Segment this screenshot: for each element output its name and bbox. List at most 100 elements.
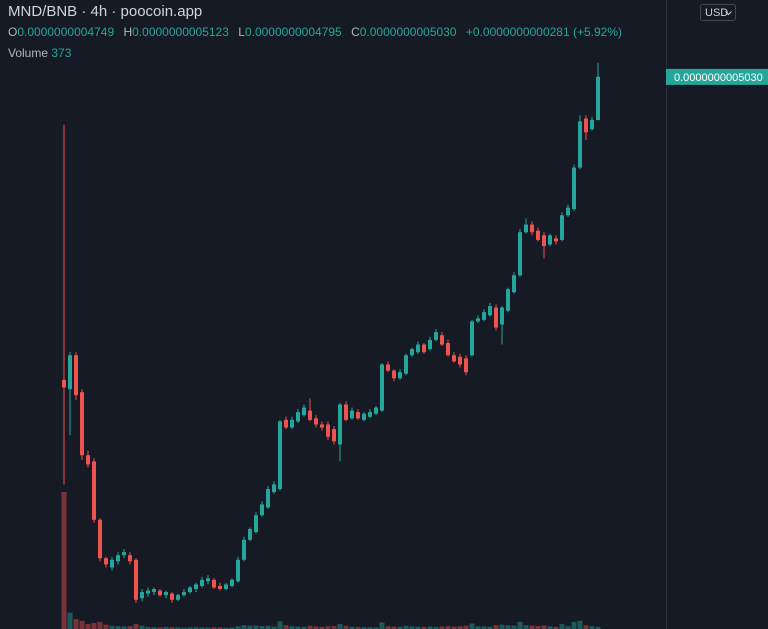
volume-bar	[439, 626, 445, 629]
volume-bar	[103, 624, 109, 629]
volume-bar	[283, 625, 289, 629]
candle-body	[488, 306, 492, 316]
candle-body	[494, 307, 498, 328]
candle-body	[110, 559, 114, 568]
candle-body	[332, 429, 336, 442]
candle-body	[236, 559, 240, 582]
candle-body	[578, 121, 582, 168]
volume-bar	[145, 626, 151, 629]
candle-body	[272, 484, 276, 493]
volume-bar	[409, 626, 415, 629]
volume-bar	[565, 626, 571, 629]
volume-bar	[535, 625, 541, 629]
candle-body	[80, 392, 84, 456]
symbol-title: MND/BNB · 4h · poocoin.app	[8, 3, 203, 20]
volume-bar	[151, 627, 157, 629]
volume-bar	[499, 624, 505, 629]
candle-body	[548, 235, 552, 245]
last-price-label: 0.0000000005030	[674, 72, 763, 84]
candle-body	[566, 207, 570, 216]
candle-body	[476, 318, 480, 322]
candle-body	[554, 238, 558, 242]
candle-body	[470, 321, 474, 356]
volume-bar	[373, 627, 379, 629]
volume-bar	[571, 621, 577, 629]
candle-body	[146, 590, 150, 594]
volume-bar	[589, 626, 595, 629]
candle-body	[140, 592, 144, 599]
volume-bar	[391, 626, 397, 629]
volume-bar	[235, 626, 241, 629]
volume-bar	[259, 625, 265, 629]
ohlc-label: C	[351, 25, 360, 39]
candle-body	[380, 364, 384, 411]
volume-bar	[547, 626, 553, 629]
candle-body	[572, 167, 576, 210]
volume-bar	[271, 626, 277, 629]
volume-bar	[331, 625, 337, 629]
candle-body	[536, 230, 540, 240]
volume-bar	[427, 626, 433, 629]
volume-bar	[181, 627, 187, 629]
volume-bar	[583, 625, 589, 629]
volume-bar	[241, 625, 247, 629]
candle-body	[314, 418, 318, 425]
ohlc-value: 0.0000000004749	[17, 25, 115, 39]
volume-pane	[61, 492, 601, 629]
candle-body	[356, 412, 360, 419]
volume-bar	[211, 627, 217, 629]
candle-body	[290, 419, 294, 428]
candle-body	[122, 552, 126, 556]
volume-bar	[463, 625, 469, 629]
candle-body	[158, 590, 162, 596]
volume-bar	[475, 626, 481, 629]
currency-label: USD	[705, 7, 729, 19]
volume-bar	[421, 626, 427, 629]
volume-bar	[85, 624, 91, 629]
volume-bar	[367, 627, 373, 629]
candle-body	[242, 539, 246, 560]
volume-bar	[379, 622, 385, 629]
volume-bar	[163, 626, 169, 629]
candle-body	[512, 275, 516, 293]
change: +0.0000000000281 (+5.92%)	[465, 25, 623, 39]
currency-button[interactable]: USD	[700, 4, 736, 21]
candle-body	[410, 349, 414, 356]
volume-bar	[277, 621, 283, 629]
volume-bar	[73, 619, 79, 629]
candle-body	[596, 76, 600, 121]
volume-bar	[91, 622, 97, 629]
candle-body	[218, 585, 222, 590]
candle-body	[224, 584, 228, 590]
candle-body	[530, 224, 534, 233]
candle-body	[206, 578, 210, 582]
candle-body	[446, 342, 450, 356]
candle-body	[374, 407, 378, 414]
volume-bar	[187, 627, 193, 629]
candle-body	[230, 579, 234, 586]
volume-bar	[343, 625, 349, 629]
volume-bar	[457, 626, 463, 629]
candle-body	[422, 344, 426, 353]
candle-body	[104, 558, 108, 565]
candle-body	[308, 410, 312, 420]
legend-volume: Volume 373	[8, 46, 77, 60]
volume-bar	[433, 626, 439, 629]
volume-bar	[517, 621, 523, 629]
volume-bar	[349, 626, 355, 629]
volume-bar	[523, 625, 529, 629]
volume-bar	[61, 492, 67, 629]
candle-body	[524, 224, 528, 233]
volume-bar	[157, 627, 163, 629]
ohlc-label: H	[123, 25, 133, 39]
volume-value: 373	[51, 46, 72, 60]
volume-bar	[469, 623, 475, 629]
candle-body	[260, 504, 264, 516]
candle-body	[152, 589, 156, 593]
volume-bar	[205, 627, 211, 629]
candle-body	[176, 595, 180, 600]
volume-bar	[223, 627, 229, 629]
candle-body	[338, 404, 342, 445]
candle-body	[194, 584, 198, 590]
